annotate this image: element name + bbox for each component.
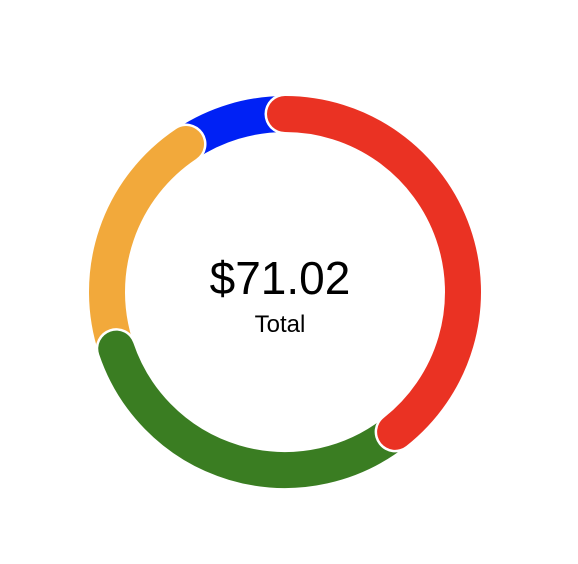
total-amount: $71.02 <box>210 252 351 304</box>
donut-segment-2 <box>89 126 205 367</box>
donut-segment-0 <box>267 96 481 450</box>
total-label: Total <box>255 311 306 338</box>
donut-segment-1 <box>98 330 414 488</box>
donut-segments <box>86 93 484 491</box>
